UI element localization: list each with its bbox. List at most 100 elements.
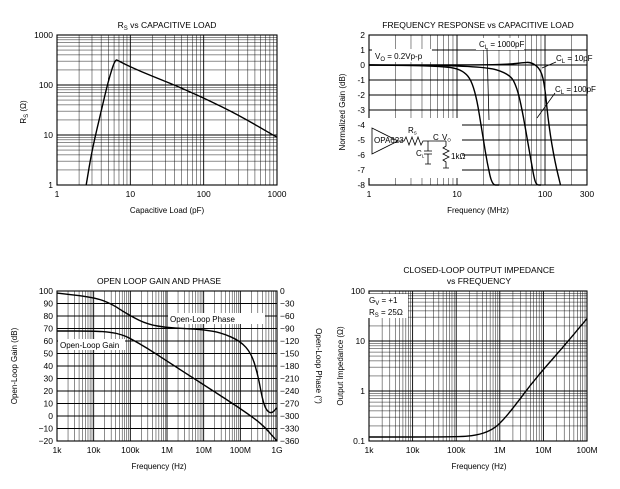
y-tick-label: -8 <box>357 180 365 190</box>
y-tick-label-right: −30 <box>280 299 295 309</box>
cl-label: CL <box>416 149 425 159</box>
y-tick-label: -6 <box>357 150 365 160</box>
cl-100pf-annotation: CL = 100pF <box>555 85 596 96</box>
x-tick-label: 10M <box>535 445 552 455</box>
x-tick-label: 1M <box>161 445 173 455</box>
cl-10pf-annotation: CL = 10pF <box>556 54 593 65</box>
y-tick-label: 80 <box>44 311 54 321</box>
x-tick-label: 1k <box>365 445 375 455</box>
y-axis-label: RS (Ω) <box>19 100 30 124</box>
curve-cl-10pf <box>369 61 562 186</box>
x-tick-label: 1000 <box>268 189 287 199</box>
x-tick-label: 100k <box>447 445 466 455</box>
rs-resistor <box>398 135 436 147</box>
gain-annotation: GV = +1 <box>369 296 398 307</box>
output-impedance-chart: CLOSED-LOOP OUTPUT IMPEDANCE vs FREQUENC… <box>336 265 598 471</box>
phase-label-bg <box>168 313 265 324</box>
x-axis-label: Frequency (MHz) <box>447 206 509 215</box>
x-axis-label: Capacitive Load (pF) <box>130 206 205 215</box>
y-tick-label: 0 <box>48 411 53 421</box>
schematic-bg <box>367 118 462 178</box>
x-tick-label: 100M <box>230 445 251 455</box>
y-tick-label-right: −270 <box>280 399 299 409</box>
1k-resistor <box>442 141 450 169</box>
y-tick-label: 40 <box>44 361 54 371</box>
y-axis-label: Output Impedance (Ω) <box>336 326 345 406</box>
plot-frame <box>56 290 278 442</box>
curve-cl-100pf <box>368 64 541 186</box>
x-tick-label: 100k <box>121 445 140 455</box>
plot-frame <box>56 34 278 186</box>
y-tick-label: -1 <box>357 75 365 85</box>
impedance-label-bg <box>366 294 408 318</box>
y-tick-label-right: −90 <box>280 324 295 334</box>
y-tick-label: 20 <box>44 386 54 396</box>
x-tick-label: 1 <box>55 189 60 199</box>
y-tick-label: 100 <box>39 80 53 90</box>
x-tick-label: 1k <box>53 445 63 455</box>
y-tick-label: 1 <box>48 180 53 190</box>
y-tick-label: 100 <box>39 286 53 296</box>
rs-curve <box>85 59 278 186</box>
scope-c-label: C <box>433 133 439 142</box>
y-tick-label-right: −180 <box>280 361 299 371</box>
x-tick-label: 10M <box>195 445 212 455</box>
y-tick-label: 70 <box>44 324 54 334</box>
plot-frame <box>368 34 588 186</box>
cl-capacitor <box>424 141 432 165</box>
x-tick-label: 10k <box>87 445 101 455</box>
x-tick-label: 1 <box>367 189 372 199</box>
y-tick-label: -3 <box>357 105 365 115</box>
y-tick-label: 1000 <box>34 30 53 40</box>
rs-label: RS <box>408 126 417 136</box>
y-tick-label: 90 <box>44 299 54 309</box>
chart-title: OPEN LOOP GAIN AND PHASE <box>97 276 221 286</box>
chart-title: FREQUENCY RESPONSE vs CAPACITIVE LOAD <box>382 20 573 30</box>
x-tick-label: 10k <box>406 445 420 455</box>
chart-title-line2: vs FREQUENCY <box>447 276 512 286</box>
y-tick-label: 0 <box>360 60 365 70</box>
c1000-label-bg <box>476 38 524 50</box>
cl-1000pf-annotation: CL = 1000pF <box>479 40 524 51</box>
c1000-leader <box>486 48 490 121</box>
phase-annotation: Open-Loop Phase <box>170 315 235 324</box>
y-tick-label: 50 <box>44 349 54 359</box>
x-tick-label: 100 <box>538 189 552 199</box>
y-tick-label: 60 <box>44 336 54 346</box>
y-tick-label: 30 <box>44 374 54 384</box>
y-axis-label: Normalized Gain (dB) <box>338 73 347 150</box>
x-tick-label: 1G <box>271 445 282 455</box>
y-tick-label-right: −150 <box>280 349 299 359</box>
chip-label: OPA623 <box>374 136 404 145</box>
y-tick-label-right: 0 <box>280 286 285 296</box>
y-tick-label: −10 <box>39 424 54 434</box>
y-tick-label: -4 <box>357 120 365 130</box>
x-tick-label: 10 <box>126 189 136 199</box>
x-tick-label: 10 <box>452 189 462 199</box>
gain-label-bg <box>58 339 125 350</box>
y-tick-label-right: −300 <box>280 411 299 421</box>
vo-annotation: VO = 0.2Vp-p <box>375 52 423 63</box>
y-tick-label: 10 <box>44 130 54 140</box>
plot-frame <box>368 290 588 442</box>
open-loop-chart: OPEN LOOP GAIN AND PHASE 1k 10k 100k 1M 10M 1… <box>10 276 323 471</box>
y-tick-label-right: −210 <box>280 374 299 384</box>
test-circuit-schematic: OPA623 RS CL 1kΩ C VO <box>367 118 465 178</box>
y-tick-label: -2 <box>357 90 365 100</box>
x-tick-label: 100 <box>197 189 211 199</box>
y-axis-label-left: Open-Loop Gain (dB) <box>10 327 19 404</box>
x-axis-label: Frequency (Hz) <box>451 462 506 471</box>
rs-annotation: RS = 25Ω <box>369 308 403 319</box>
vo-label-bg <box>372 49 432 62</box>
c100-leader <box>536 92 556 119</box>
y-tick-label: 1 <box>360 386 365 396</box>
y-tick-label: 0.1 <box>353 436 365 446</box>
y-axis-label-right: Open-Loop Phase (°) <box>314 328 323 404</box>
y-tick-label: 100 <box>351 286 365 296</box>
y-tick-label: −20 <box>39 436 54 446</box>
x-tick-label: 1M <box>494 445 506 455</box>
y-tick-label-right: −240 <box>280 386 299 396</box>
y-tick-label: 10 <box>44 399 54 409</box>
rs-vs-cap-chart: RS vs CAPACITIVE LOAD 1 10 100 1000 1 10 100 10… <box>19 20 287 215</box>
